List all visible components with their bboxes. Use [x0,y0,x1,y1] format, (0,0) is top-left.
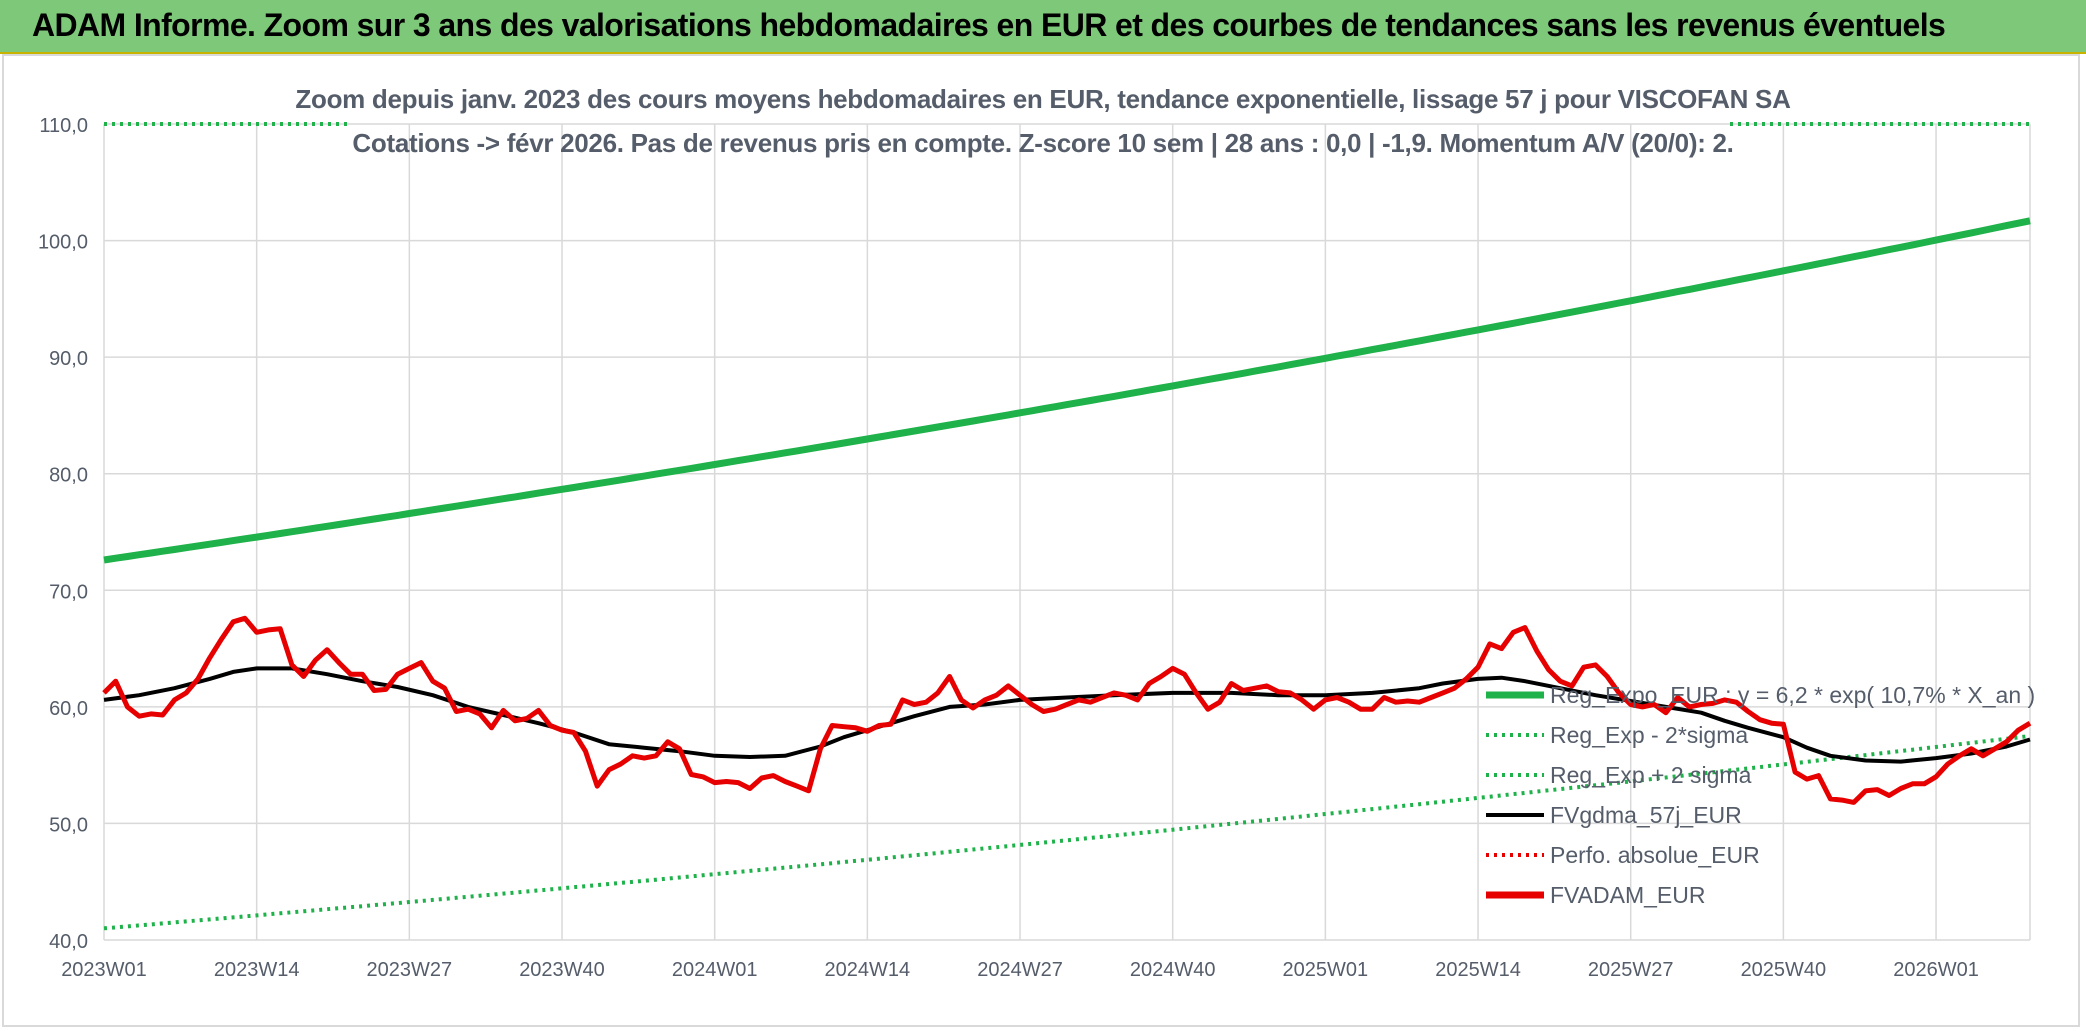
x-axis-ticks: 2023W01 2023W14 2023W27 2023W40 2024W01 2024W… [61,959,1979,981]
x-tick-label: 2025W40 [1741,959,1827,981]
x-tick-label: 2026W01 [1893,959,1979,981]
y-tick-label: 100,0 [38,232,88,254]
y-tick-label: 110,0 [39,115,88,137]
y-tick-label: 90,0 [49,348,88,370]
legend-entry: Reg_Expo_EUR : y = 6,2 * exp( 10,7% * X_… [1486,682,2035,708]
legend-entry: FVgdma_57j_EUR [1486,802,1742,828]
y-tick-label: 60,0 [49,698,88,720]
x-tick-label: 2024W01 [672,959,758,981]
chart-title: Zoom depuis janv. 2023 des cours moyens … [295,84,1791,114]
x-tick-label: 2023W27 [367,959,453,981]
legend-label: Reg_Exp + 2 sigma [1550,762,1752,788]
legend-label: FVADAM_EUR [1550,882,1706,908]
legend-entry: Reg_Exp + 2 sigma [1486,762,1752,788]
y-axis-ticks: 40,0 50,0 60,0 70,0 80,0 90,0 100,0 110,0 [38,115,88,953]
legend-entry: FVADAM_EUR [1486,882,1706,908]
series-layer [102,122,2032,931]
legend-label: Reg_Expo_EUR : y = 6,2 * exp( 10,7% * X_… [1550,682,2035,708]
legend-label: Reg_Exp - 2*sigma [1550,722,1748,748]
series-reg-minus [103,734,2031,931]
x-tick-label: 2023W40 [519,959,605,981]
x-tick-label: 2024W14 [825,959,911,981]
legend-label: Perfo. absolue_EUR [1550,842,1760,868]
header-bar: ADAM Informe. Zoom sur 3 ans des valoris… [0,0,2086,54]
page-title: ADAM Informe. Zoom sur 3 ans des valoris… [32,7,1946,43]
x-tick-label: 2024W27 [977,959,1063,981]
y-tick-label: 80,0 [49,465,88,487]
legend: Reg_Expo_EUR : y = 6,2 * exp( 10,7% * X_… [1486,682,2035,908]
x-tick-label: 2023W14 [214,959,300,981]
y-tick-label: 70,0 [49,581,88,603]
x-tick-label: 2025W01 [1283,959,1369,981]
x-tick-label: 2025W14 [1435,959,1521,981]
chart-subtitle: Cotations -> févr 2026. Pas de revenus p… [352,128,1734,158]
legend-entry: Perfo. absolue_EUR [1486,842,1760,868]
series-fvgdma [103,666,2031,764]
legend-label: FVgdma_57j_EUR [1550,802,1742,828]
y-tick-label: 50,0 [49,814,88,836]
series-reg-expo [103,217,2031,564]
y-tick-label: 40,0 [49,931,88,953]
x-tick-label: 2024W40 [1130,959,1216,981]
series-fvadam [102,615,2032,805]
legend-entry: Reg_Exp - 2*sigma [1486,722,1748,748]
x-tick-label: 2025W27 [1588,959,1674,981]
x-tick-label: 2023W01 [61,959,147,981]
chart-frame [2,54,2080,1027]
